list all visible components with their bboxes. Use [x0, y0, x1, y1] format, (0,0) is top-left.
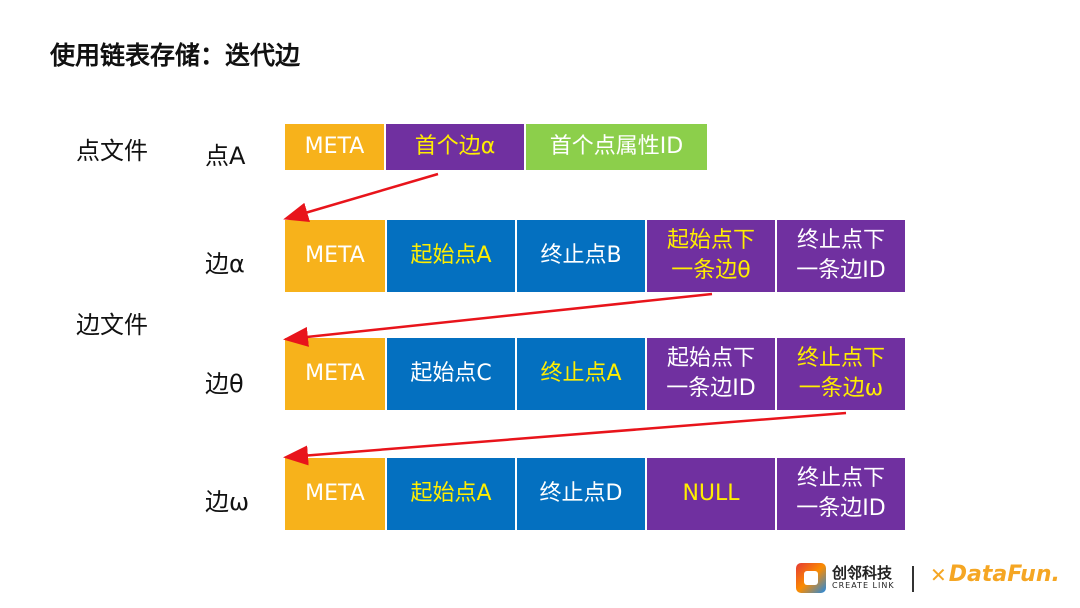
row-label-edge-alpha: 边α — [205, 250, 245, 278]
src-next-edge-cell: 起始点下 一条边θ — [647, 220, 777, 292]
edge-file-label: 边文件 — [76, 311, 148, 339]
createlink-logo-icon — [796, 563, 826, 593]
arrow-alpha-to-theta — [283, 292, 713, 347]
meta-cell: META — [285, 124, 386, 170]
meta-cell: META — [285, 458, 387, 530]
src-vertex-cell: 起始点C — [387, 338, 517, 410]
vertex-a-record: META 首个边α 首个点属性ID — [285, 124, 709, 170]
dst-vertex-cell: 终止点B — [517, 220, 647, 292]
row-label-edge-theta: 边θ — [205, 370, 244, 398]
createlink-logo: 创邻科技 CREATE LINK — [796, 562, 902, 594]
createlink-logo-en: CREATE LINK — [832, 581, 895, 590]
arrow-theta-to-omega — [283, 411, 847, 466]
meta-cell: META — [285, 220, 387, 292]
row-label-edge-omega: 边ω — [205, 488, 250, 516]
footer-divider — [912, 566, 914, 592]
src-next-edge-cell: NULL — [647, 458, 777, 530]
dst-next-edge-cell: 终止点下 一条边ID — [777, 458, 905, 530]
vertex-file-label: 点文件 — [76, 137, 148, 165]
dst-vertex-cell: 终止点D — [517, 458, 647, 530]
page-title: 使用链表存储：迭代边 — [50, 41, 301, 70]
dst-next-edge-cell: 终止点下 一条边ID — [777, 220, 905, 292]
dst-next-edge-cell: 终止点下 一条边ω — [777, 338, 905, 410]
first-attr-id-cell: 首个点属性ID — [526, 124, 709, 170]
dst-vertex-cell: 终止点A — [517, 338, 647, 410]
first-edge-cell: 首个边α — [386, 124, 526, 170]
row-label-vertex-a: 点A — [205, 142, 246, 170]
datafun-logo: ✕ DataFun. — [930, 562, 1060, 587]
src-vertex-cell: 起始点A — [387, 458, 517, 530]
edge-alpha-record: META 起始点A 终止点B 起始点下 一条边θ 终止点下 一条边ID — [285, 220, 905, 292]
arrow-vertex-to-alpha — [283, 172, 439, 222]
src-next-edge-cell: 起始点下 一条边ID — [647, 338, 777, 410]
createlink-logo-cn: 创邻科技 — [832, 564, 893, 582]
meta-cell: META — [285, 338, 387, 410]
edge-theta-record: META 起始点C 终止点A 起始点下 一条边ID 终止点下 一条边ω — [285, 338, 905, 410]
src-vertex-cell: 起始点A — [387, 220, 517, 292]
edge-omega-record: META 起始点A 终止点D NULL 终止点下 一条边ID — [285, 458, 905, 530]
datafun-logo-text: DataFun. — [948, 562, 1060, 587]
datafun-logo-icon: ✕ — [930, 562, 947, 587]
